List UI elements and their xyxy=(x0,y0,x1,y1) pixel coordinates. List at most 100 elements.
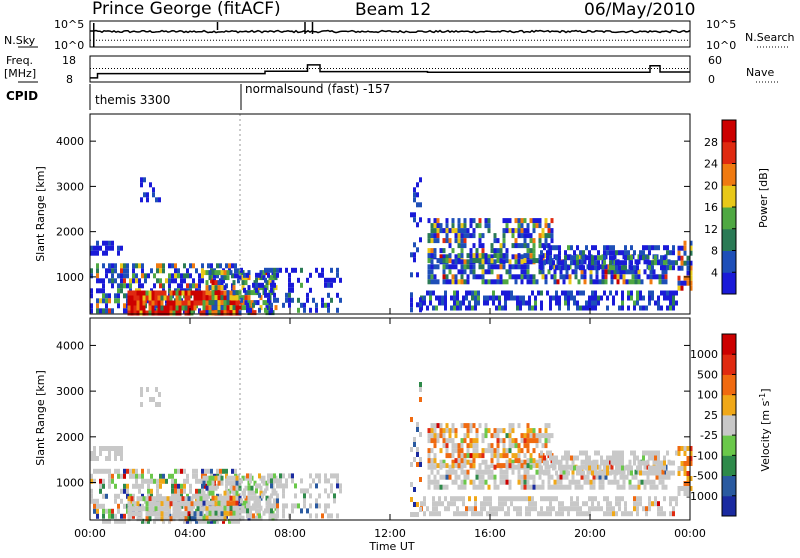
echo-cell xyxy=(433,443,437,449)
echo-cell xyxy=(552,506,555,512)
echo-cell xyxy=(558,265,561,271)
echo-cell xyxy=(591,501,594,507)
colorbar-tick-label: -500 xyxy=(693,470,718,483)
echo-cell xyxy=(199,496,203,502)
echo-cell xyxy=(511,254,515,260)
echo-cell xyxy=(226,500,230,506)
echo-cell xyxy=(689,265,693,271)
echo-cell xyxy=(546,496,549,502)
echo-cell xyxy=(196,506,200,512)
echo-cell xyxy=(108,446,111,451)
echo-cell xyxy=(276,508,279,514)
echo-cell xyxy=(619,484,623,490)
echo-cell xyxy=(235,510,239,516)
echo-cell xyxy=(496,264,500,270)
echo-cell xyxy=(145,310,149,316)
echo-cell xyxy=(453,501,456,507)
echo-cell xyxy=(689,245,693,251)
echo-cell xyxy=(532,253,536,259)
echo-cell xyxy=(166,506,170,512)
echo-cell xyxy=(448,438,452,444)
echo-cell xyxy=(541,484,545,490)
echo-cell xyxy=(160,300,164,306)
echo-cell xyxy=(592,484,596,490)
echo-cell xyxy=(454,479,458,485)
echo-cell xyxy=(532,474,536,480)
echo-cell xyxy=(582,450,585,456)
echo-cell xyxy=(486,501,489,507)
echo-cell xyxy=(526,428,530,434)
echo-cell xyxy=(201,518,204,524)
echo-cell xyxy=(472,443,476,449)
echo-cell xyxy=(496,484,500,490)
echo-cell xyxy=(135,473,138,479)
echo-cell xyxy=(654,255,657,261)
echo-cell xyxy=(603,465,606,471)
echo-cell xyxy=(570,455,573,461)
echo-cell xyxy=(526,228,530,234)
echo-cell xyxy=(642,470,645,476)
colorbar-swatch xyxy=(722,435,736,456)
echo-cell xyxy=(501,305,504,311)
echo-cell xyxy=(139,290,143,296)
echo-cell xyxy=(252,302,255,308)
echo-cell xyxy=(324,277,327,283)
echo-cell xyxy=(571,459,575,465)
echo-cell xyxy=(689,446,693,451)
echo-cell xyxy=(630,470,633,476)
echo-cell xyxy=(601,269,605,275)
echo-cell xyxy=(523,218,527,224)
echo-cell xyxy=(232,305,236,311)
echo-cell xyxy=(582,265,585,271)
echo-cell xyxy=(111,513,114,519)
echo-cell xyxy=(480,501,483,507)
echo-cell xyxy=(442,248,446,254)
freq-left-tick-bottom: 8 xyxy=(66,73,73,86)
echo-cell xyxy=(183,488,186,494)
echo-cell xyxy=(153,518,156,524)
echo-cell xyxy=(490,254,494,260)
echo-cell xyxy=(583,259,587,265)
x-tick-label: 20:00 xyxy=(574,527,606,540)
echo-cell xyxy=(190,506,194,512)
echo-cell xyxy=(142,506,146,512)
echo-cell xyxy=(265,285,269,291)
echo-cell xyxy=(178,305,182,311)
echo-cell xyxy=(594,496,597,502)
echo-cell xyxy=(493,448,497,454)
echo-cell xyxy=(619,274,623,280)
echo-cell xyxy=(622,474,626,480)
echo-cell xyxy=(594,290,597,296)
echo-cell xyxy=(410,272,413,278)
echo-cell xyxy=(583,279,587,285)
echo-cell xyxy=(535,279,539,285)
echo-cell xyxy=(528,511,531,517)
echo-cell xyxy=(559,269,563,275)
echo-cell xyxy=(171,478,174,484)
echo-cell xyxy=(666,290,669,296)
echo-cell xyxy=(229,501,233,507)
echo-cell xyxy=(451,264,455,270)
echo-cell xyxy=(540,300,543,306)
echo-cell xyxy=(105,268,108,274)
echo-cell xyxy=(253,495,257,501)
echo-cell xyxy=(432,506,435,512)
echo-cell xyxy=(672,260,675,266)
echo-cell xyxy=(429,300,432,306)
echo-cell xyxy=(211,290,215,296)
echo-cell xyxy=(163,511,167,517)
echo-cell xyxy=(184,295,188,301)
echo-cell xyxy=(111,263,114,269)
echo-cell xyxy=(175,295,179,301)
echo-cell xyxy=(105,245,108,251)
echo-cell xyxy=(562,484,566,490)
echo-cell xyxy=(502,264,506,270)
echo-cell xyxy=(419,462,422,467)
echo-cell xyxy=(258,503,261,509)
echo-cell xyxy=(157,310,161,316)
echo-cell xyxy=(669,460,672,466)
echo-cell xyxy=(265,495,269,501)
echo-cell xyxy=(276,503,279,509)
echo-cell xyxy=(249,508,252,514)
